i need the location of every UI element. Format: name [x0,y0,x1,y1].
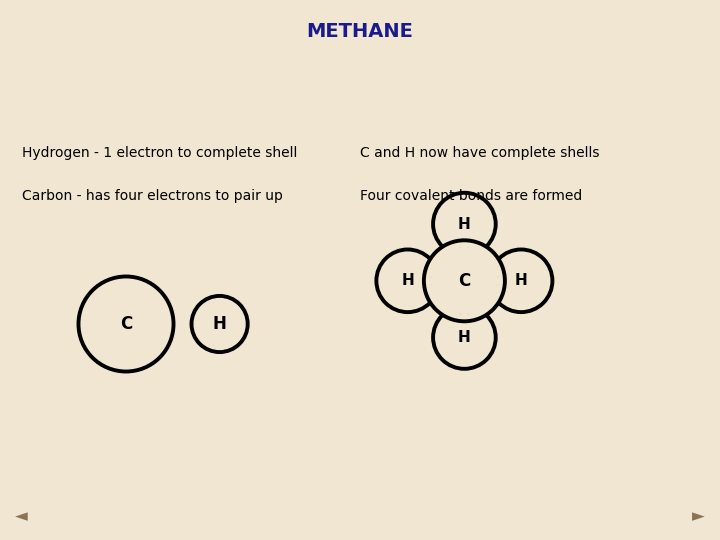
Circle shape [192,296,248,352]
Text: Hydrogen - 1 electron to complete shell: Hydrogen - 1 electron to complete shell [22,146,297,160]
Text: ◄: ◄ [15,507,28,525]
Text: H: H [212,315,227,333]
Circle shape [377,249,439,312]
Text: H: H [458,217,471,232]
Circle shape [433,306,496,369]
Circle shape [433,193,496,255]
Text: Four covalent bonds are formed: Four covalent bonds are formed [360,189,582,203]
Circle shape [78,276,174,372]
Text: C: C [120,315,132,333]
Text: C and H now have complete shells: C and H now have complete shells [360,146,600,160]
Text: H: H [515,273,528,288]
Text: H: H [401,273,414,288]
Circle shape [490,249,552,312]
Text: ►: ► [692,507,705,525]
Text: C: C [458,272,471,290]
Text: H: H [458,330,471,345]
Circle shape [424,240,505,321]
Text: Carbon - has four electrons to pair up: Carbon - has four electrons to pair up [22,189,282,203]
Text: METHANE: METHANE [307,22,413,41]
